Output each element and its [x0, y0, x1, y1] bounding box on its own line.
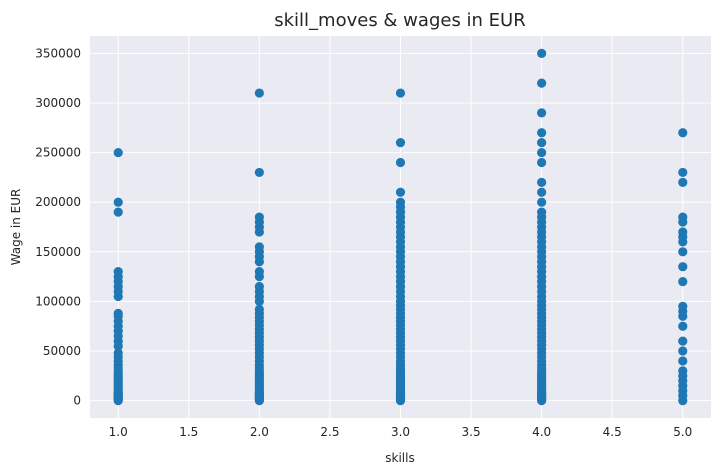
data-point: [537, 78, 547, 88]
x-tick-label: 3.5: [462, 425, 481, 439]
data-point: [678, 212, 688, 222]
data-point: [678, 227, 688, 237]
x-tick-label: 4.5: [603, 425, 622, 439]
x-tick-label: 5.0: [673, 425, 692, 439]
data-point: [678, 346, 688, 356]
y-tick-label: 200000: [35, 195, 81, 209]
data-point: [678, 356, 688, 366]
data-point: [678, 301, 688, 311]
data-point: [678, 336, 688, 346]
data-point: [537, 108, 547, 118]
x-tick-label: 3.0: [391, 425, 410, 439]
data-point: [678, 321, 688, 331]
data-point: [678, 167, 688, 178]
data-point: [537, 48, 547, 58]
data-point: [113, 267, 123, 277]
x-axis-label: skills: [385, 451, 414, 465]
y-tick-label: 50000: [43, 344, 81, 358]
data-point: [678, 366, 688, 376]
data-point: [678, 276, 688, 287]
data-point: [537, 187, 547, 197]
x-tick-labels: 1.0 1.5 2.0 2.5 3.0 3.5 4.0 4.5 5.0: [109, 425, 693, 439]
y-tick-label: 100000: [35, 294, 81, 308]
x-tick-label: 2.5: [320, 425, 339, 439]
data-point: [254, 267, 264, 277]
data-point: [537, 157, 547, 168]
data-point: [537, 197, 547, 207]
chart-title: skill_moves & wages in EUR: [274, 10, 525, 31]
x-tick-label: 4.0: [532, 425, 551, 439]
y-tick-label: 0: [73, 394, 81, 408]
data-point: [254, 212, 264, 222]
y-axis-label: Wage in EUR: [9, 189, 23, 266]
data-point: [254, 88, 264, 98]
x-tick-label: 1.0: [109, 425, 128, 439]
y-tick-label: 150000: [35, 245, 81, 259]
data-point: [113, 207, 123, 217]
data-point: [395, 197, 406, 207]
data-point: [113, 308, 123, 318]
data-point: [254, 304, 264, 314]
data-point: [113, 348, 123, 358]
data-point: [395, 88, 406, 98]
y-tick-label: 250000: [35, 146, 81, 160]
data-point: [678, 262, 688, 272]
data-point: [254, 167, 264, 178]
y-tick-label: 300000: [35, 96, 81, 110]
data-point: [537, 177, 547, 187]
y-tick-label: 350000: [35, 46, 81, 60]
y-tick-labels: 0 50000 100000 150000 200000 250000 300000 3500…: [35, 46, 81, 407]
data-point: [537, 138, 547, 148]
data-point: [537, 128, 547, 138]
x-tick-label: 2.0: [250, 425, 269, 439]
data-point: [113, 197, 123, 207]
data-point: [395, 187, 406, 197]
data-point: [537, 207, 547, 217]
data-point: [395, 138, 406, 148]
data-point: [678, 177, 688, 187]
data-point: [113, 147, 123, 158]
data-point: [254, 242, 264, 252]
data-point: [678, 247, 688, 257]
x-tick-label: 1.5: [179, 425, 198, 439]
data-point: [678, 128, 688, 138]
data-point: [254, 281, 264, 292]
scatter-points: [113, 48, 688, 406]
data-point: [537, 147, 547, 158]
data-point: [395, 157, 406, 168]
